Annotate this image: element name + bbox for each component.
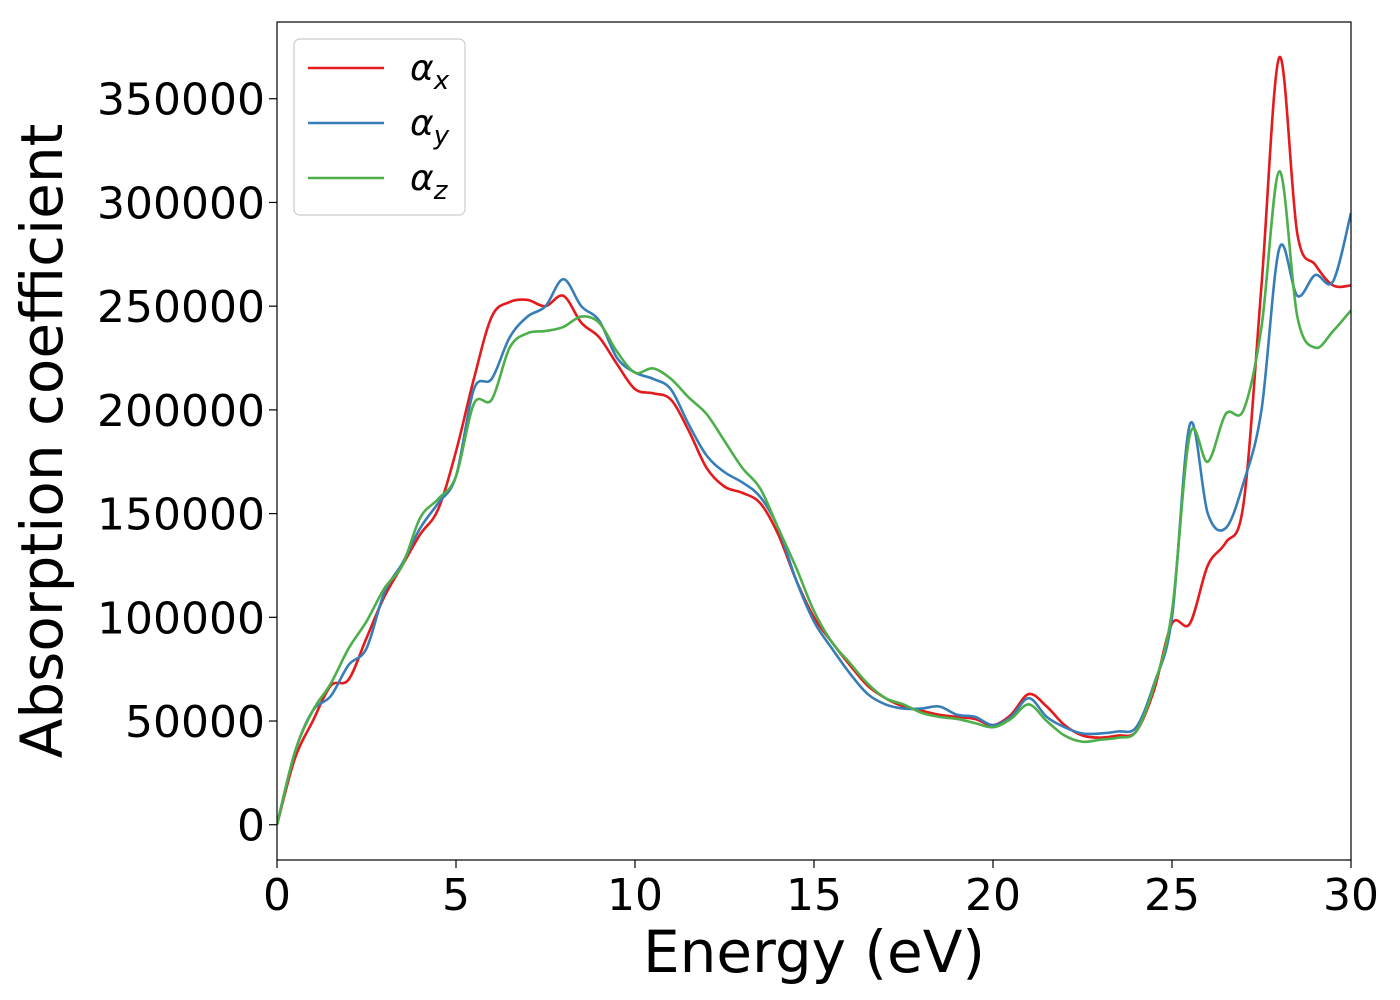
x-tick-label: 25 (1144, 870, 1200, 921)
y-tick-label: 350000 (97, 75, 265, 126)
y-tick-label: 50000 (125, 697, 265, 748)
y-tick-label: 200000 (97, 386, 265, 437)
y-tick-label: 100000 (97, 593, 265, 644)
legend-box (293, 38, 466, 216)
y-tick-label: 0 (237, 801, 265, 852)
x-tick-label: 10 (607, 870, 663, 921)
y-axis-title: Absorption coefficient (8, 124, 76, 759)
x-axis: 0 5 10 15 20 25 30 (263, 860, 1379, 921)
x-axis-title: Energy (eV) (643, 918, 985, 986)
x-tick-label: 0 (263, 870, 291, 921)
x-tick-label: 15 (786, 870, 842, 921)
x-tick-label: 5 (442, 870, 470, 921)
y-tick-label: 300000 (97, 178, 265, 229)
series-line-y (277, 212, 1351, 826)
series-line-z (277, 170, 1351, 826)
x-tick-label: 20 (965, 870, 1021, 921)
y-axis: 0 50000 100000 150000 200000 250000 300000 3500… (97, 75, 277, 852)
series-layer (277, 55, 1351, 826)
x-tick-label: 30 (1323, 870, 1379, 921)
y-tick-label: 150000 (97, 490, 265, 541)
y-tick-label: 250000 (97, 282, 265, 333)
